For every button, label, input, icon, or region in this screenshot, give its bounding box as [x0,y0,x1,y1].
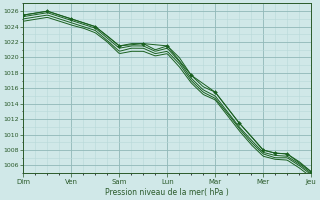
X-axis label: Pression niveau de la mer( hPa ): Pression niveau de la mer( hPa ) [105,188,229,197]
